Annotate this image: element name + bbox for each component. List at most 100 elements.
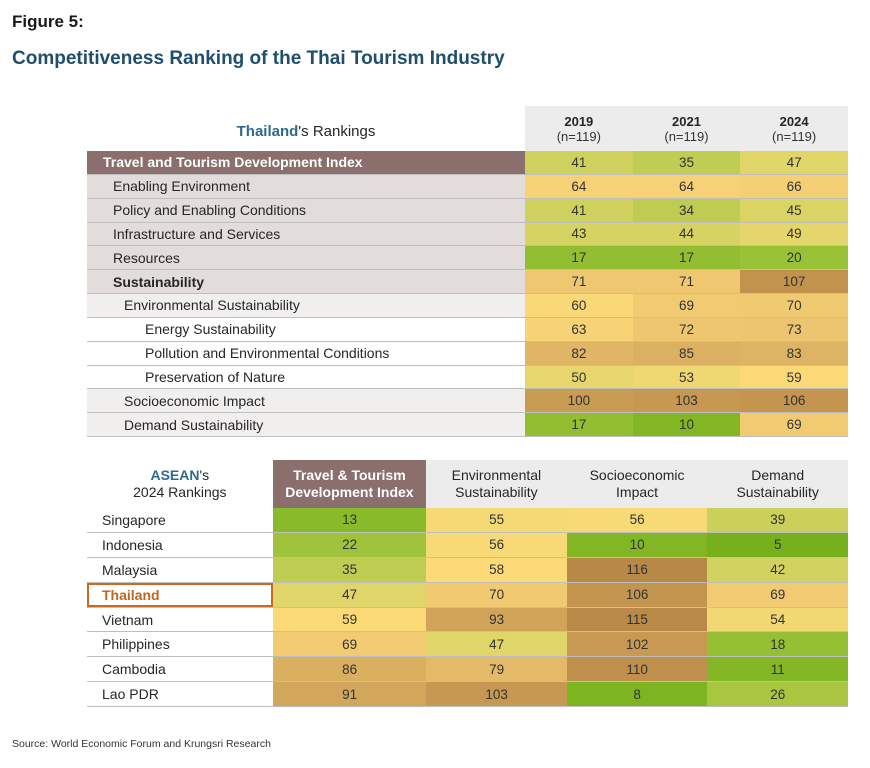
rank-cell: 116 <box>566 557 708 582</box>
rank-cell: 17 <box>525 246 633 270</box>
row-label: Demand Sustainability <box>87 413 525 437</box>
rank-cell: 93 <box>426 607 567 632</box>
source-note: Source: World Economic Forum and Krungsr… <box>12 738 271 750</box>
row-label: Sustainability <box>87 270 525 294</box>
year-label: 2019 <box>564 113 594 129</box>
table-row: Travel and Tourism Development Index 41 35… <box>87 151 848 175</box>
column-header-ttdi: Travel & Tourism Development Index <box>272 460 427 508</box>
rank-cell: 66 <box>740 174 848 198</box>
row-label: Travel and Tourism Development Index <box>87 151 525 174</box>
thailand-rankings-table: Thailand's Rankings 2019 (n=119) 2021 (n… <box>87 106 848 438</box>
rank-cell: 41 <box>525 198 633 222</box>
rank-cell: 83 <box>740 341 848 365</box>
rank-cell: 20 <box>740 246 848 270</box>
year-label: 2024 <box>779 113 809 129</box>
table-row: Pollution and Environmental Conditions 82… <box>87 341 848 366</box>
rank-cell: 54 <box>707 607 848 632</box>
table-row: Vietnam 59 93 115 54 <box>87 607 848 633</box>
rank-cell: 41 <box>525 151 633 174</box>
rank-cell: 69 <box>740 413 848 437</box>
rank-cell: 70 <box>740 294 848 317</box>
rank-cell: 106 <box>740 389 848 413</box>
rank-cell: 82 <box>525 341 633 365</box>
rank-cell: 47 <box>273 582 427 607</box>
rank-cell: 17 <box>632 246 741 270</box>
rank-cell: 69 <box>273 632 427 657</box>
asean-title-rest: 's <box>199 467 210 483</box>
rank-cell: 10 <box>632 413 741 437</box>
rank-cell: 43 <box>525 222 633 246</box>
table-row: Policy and Enabling Conditions 41 34 45 <box>87 198 848 223</box>
table-row: Singapore 13 55 56 39 <box>87 508 848 533</box>
rank-cell: 34 <box>632 198 741 222</box>
rank-cell: 79 <box>426 657 567 682</box>
table-row: Lao PDR 91 103 8 26 <box>87 682 848 708</box>
country-label: Indonesia <box>102 536 163 553</box>
country-label: Vietnam <box>102 611 154 628</box>
asean-title-line1: ASEAN's <box>150 467 209 484</box>
rank-cell: 70 <box>426 582 567 607</box>
rank-cell: 103 <box>426 682 567 707</box>
table-row: Energy Sustainability 63 72 73 <box>87 317 848 342</box>
year-label: 2021 <box>672 113 701 129</box>
rank-cell: 11 <box>707 657 848 682</box>
country-label: Malaysia <box>102 561 158 578</box>
sample-size-label: (n=119) <box>664 128 709 144</box>
row-label: Pollution and Environmental Conditions <box>87 341 525 365</box>
rank-cell: 106 <box>566 582 708 607</box>
thailand-title-highlight: Thailand <box>236 123 299 140</box>
thailand-table-body: Travel and Tourism Development Index 41 35… <box>87 151 848 438</box>
row-label: Resources <box>87 246 525 270</box>
rank-cell: 72 <box>632 317 741 341</box>
rank-cell: 59 <box>740 365 848 389</box>
year-column-header: 2019 (n=119) <box>525 106 633 151</box>
column-header-environmental: Environmental Sustainability <box>426 460 567 508</box>
column-header-socioeconomic: Socioeconomic Impact <box>566 460 708 508</box>
rank-cell: 85 <box>632 341 741 365</box>
thailand-title-rest: 's Rankings <box>298 123 376 140</box>
figure-label: Figure 5: <box>12 12 84 31</box>
table-row: Cambodia 86 79 110 11 <box>87 657 848 683</box>
country-label: Lao PDR <box>102 686 159 703</box>
column-header-demand: Demand Sustainability <box>707 460 849 508</box>
table-row: Environmental Sustainability 60 69 70 <box>87 294 848 318</box>
rank-cell: 5 <box>707 532 848 557</box>
rank-cell: 64 <box>525 174 633 198</box>
table-row: Sustainability 71 71 107 <box>87 270 848 295</box>
rank-cell: 103 <box>632 389 741 413</box>
rank-cell: 55 <box>426 508 567 532</box>
rank-cell: 47 <box>426 632 567 657</box>
rank-cell: 49 <box>740 222 848 246</box>
country-label: Singapore <box>102 511 166 528</box>
rank-cell: 8 <box>566 682 708 707</box>
rank-cell: 63 <box>525 317 633 341</box>
sample-size-label: (n=119) <box>556 128 601 144</box>
table-row: Demand Sustainability 17 10 69 <box>87 413 848 438</box>
rank-cell: 50 <box>525 365 633 389</box>
thailand-table-title: Thailand's Rankings <box>87 106 525 151</box>
table-row: Malaysia 35 58 116 42 <box>87 557 848 583</box>
rank-cell: 10 <box>566 532 708 557</box>
rank-cell: 91 <box>273 682 427 707</box>
rank-cell: 18 <box>707 632 848 657</box>
asean-title-line2: 2024 Rankings <box>133 484 227 500</box>
table-row: Thailand 47 70 106 69 <box>87 582 848 608</box>
asean-table-body: Singapore 13 55 56 39 Indonesia 22 56 10 5 Malaysi… <box>87 508 848 708</box>
asean-title-highlight: ASEAN <box>150 467 200 483</box>
rank-cell: 102 <box>566 632 708 657</box>
row-label: Socioeconomic Impact <box>87 389 525 413</box>
country-label: Philippines <box>102 636 170 653</box>
rank-cell: 47 <box>740 151 848 174</box>
rank-cell: 53 <box>632 365 741 389</box>
rank-cell: 60 <box>525 294 633 317</box>
rank-cell: 86 <box>273 657 427 682</box>
year-column-header: 2021 (n=119) <box>632 106 741 151</box>
table-row: Philippines 69 47 102 18 <box>87 632 848 658</box>
rank-cell: 42 <box>707 557 848 582</box>
asean-table-header: ASEAN's 2024 Rankings Travel & Tourism D… <box>87 460 849 508</box>
table-row: Enabling Environment 64 64 66 <box>87 174 848 199</box>
asean-rankings-table: ASEAN's 2024 Rankings Travel & Tourism D… <box>87 460 849 708</box>
sample-size-label: (n=119) <box>772 128 817 144</box>
rank-cell: 110 <box>566 657 708 682</box>
rank-cell: 17 <box>525 413 633 437</box>
